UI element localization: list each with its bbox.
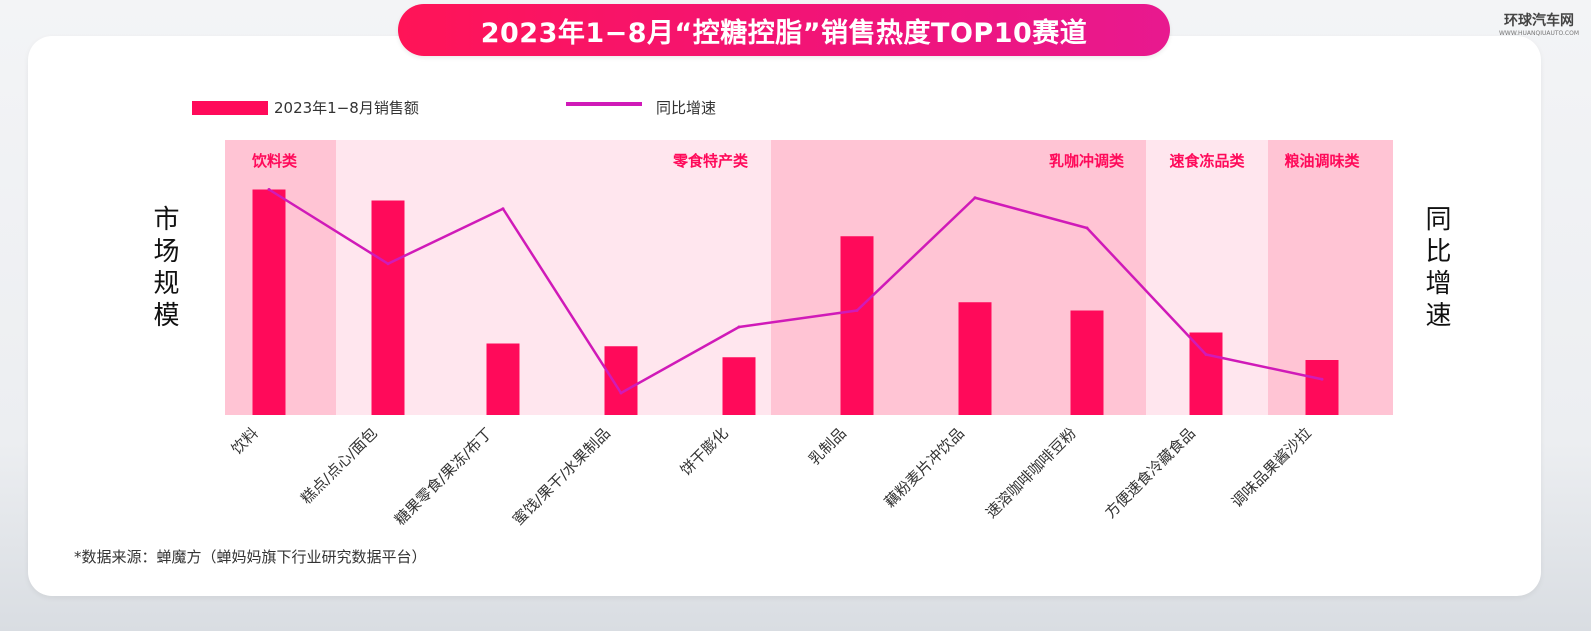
data-source-note: *数据来源：蝉魔方（蝉妈妈旗下行业研究数据平台） bbox=[74, 548, 427, 566]
growth-rate-line bbox=[268, 188, 1323, 395]
chart-title: 2023年1−8月“控糖控脂”销售热度TOP10赛道 bbox=[398, 4, 1170, 56]
sales-bar bbox=[840, 236, 874, 415]
growth-rate-point bbox=[619, 391, 623, 395]
sales-bar bbox=[1305, 360, 1339, 415]
legend-bar-label: 2023年1−8月销售额 bbox=[274, 99, 419, 117]
category-group-label: 饮料类 bbox=[251, 152, 298, 170]
growth-rate-point bbox=[737, 325, 741, 329]
sales-bar bbox=[958, 302, 992, 415]
category-group-label: 粮油调味类 bbox=[1284, 152, 1360, 170]
sales-bar bbox=[722, 357, 756, 415]
sales-bar bbox=[604, 346, 638, 415]
growth-rate-point bbox=[1320, 377, 1324, 381]
watermark-logo: 环球汽车网 WWW.HUANQIUAUTO.COM bbox=[1497, 12, 1581, 46]
x-axis-category-label: 速溶咖啡咖啡豆粉 bbox=[982, 424, 1080, 522]
x-axis-category-label: 饮料 bbox=[228, 424, 262, 458]
sales-bar bbox=[1070, 310, 1104, 415]
growth-rate-point bbox=[973, 196, 977, 200]
sales-bar bbox=[1189, 332, 1223, 415]
x-axis-category-label: 蜜饯/果干/水果制品 bbox=[509, 424, 614, 529]
growth-rate-point bbox=[1204, 353, 1208, 356]
category-group-label: 乳咖冲调类 bbox=[1049, 152, 1125, 170]
watermark-main-text: 环球汽车网 bbox=[1504, 13, 1574, 29]
left-axis-title: 市场规模 bbox=[149, 205, 179, 333]
sales-bar bbox=[486, 343, 520, 415]
legend-bar-swatch bbox=[192, 101, 268, 115]
growth-rate-point bbox=[501, 207, 505, 211]
x-axis-category-label: 藕粉麦片冲饮品 bbox=[881, 424, 968, 511]
watermark-sub-text: WWW.HUANQIUAUTO.COM bbox=[1498, 30, 1580, 37]
category-group-label: 速食冻品类 bbox=[1169, 152, 1245, 170]
x-axis-category-label: 乳制品 bbox=[805, 424, 850, 469]
growth-rate-point bbox=[855, 309, 859, 312]
x-axis-category-label: 饼干膨化 bbox=[677, 424, 732, 479]
legend-line-swatch bbox=[566, 102, 642, 106]
growth-rate-point bbox=[267, 188, 271, 191]
sales-bar bbox=[371, 200, 405, 415]
x-axis-category-label: 调味品果酱沙拉 bbox=[1228, 424, 1315, 511]
category-group-band bbox=[336, 140, 771, 415]
x-axis-category-label: 糖果零食/果冻/布丁 bbox=[391, 424, 496, 529]
x-axis-category-label: 方便速食冷藏食品 bbox=[1101, 424, 1199, 522]
sales-bar bbox=[252, 189, 286, 415]
growth-rate-point bbox=[386, 262, 390, 266]
legend-line-label: 同比增速 bbox=[656, 99, 717, 117]
x-axis-category-label: 糕点/点心/面包 bbox=[297, 424, 381, 508]
growth-rate-point bbox=[1085, 226, 1089, 230]
category-group-label: 零食特产类 bbox=[672, 152, 749, 170]
right-axis-title: 同比增速 bbox=[1421, 205, 1451, 333]
